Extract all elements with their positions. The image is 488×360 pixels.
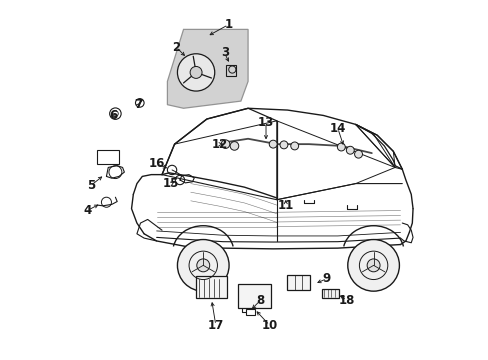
- Text: 5: 5: [87, 179, 95, 192]
- Circle shape: [347, 239, 399, 291]
- Bar: [321, 289, 338, 298]
- Text: 16: 16: [148, 157, 164, 170]
- Circle shape: [177, 239, 228, 291]
- Text: 18: 18: [338, 294, 354, 307]
- Text: 10: 10: [261, 319, 277, 332]
- Circle shape: [346, 146, 353, 154]
- Circle shape: [190, 67, 202, 78]
- Text: 2: 2: [172, 41, 180, 54]
- Circle shape: [177, 54, 214, 91]
- Bar: [97, 149, 119, 164]
- Text: 11: 11: [277, 199, 293, 212]
- Text: 9: 9: [322, 272, 330, 285]
- Text: 3: 3: [220, 46, 228, 59]
- Text: 13: 13: [257, 116, 274, 129]
- Text: 8: 8: [256, 294, 264, 307]
- Text: 15: 15: [163, 177, 179, 190]
- Text: 4: 4: [83, 204, 91, 217]
- Polygon shape: [167, 30, 247, 108]
- Circle shape: [280, 141, 287, 149]
- Bar: [196, 276, 226, 298]
- Bar: [238, 284, 270, 309]
- Circle shape: [354, 150, 362, 158]
- Bar: [286, 275, 309, 291]
- Circle shape: [269, 140, 277, 148]
- Text: 1: 1: [224, 18, 232, 31]
- Circle shape: [230, 141, 238, 150]
- Text: 12: 12: [211, 138, 227, 150]
- Text: 17: 17: [207, 319, 224, 332]
- Circle shape: [337, 143, 345, 151]
- Circle shape: [366, 259, 379, 272]
- Circle shape: [290, 142, 298, 150]
- Circle shape: [221, 140, 229, 148]
- Circle shape: [196, 259, 209, 272]
- Bar: [246, 309, 255, 315]
- Text: 6: 6: [109, 109, 118, 122]
- Text: 14: 14: [329, 122, 345, 135]
- Bar: [225, 64, 235, 76]
- Text: 7: 7: [134, 98, 142, 111]
